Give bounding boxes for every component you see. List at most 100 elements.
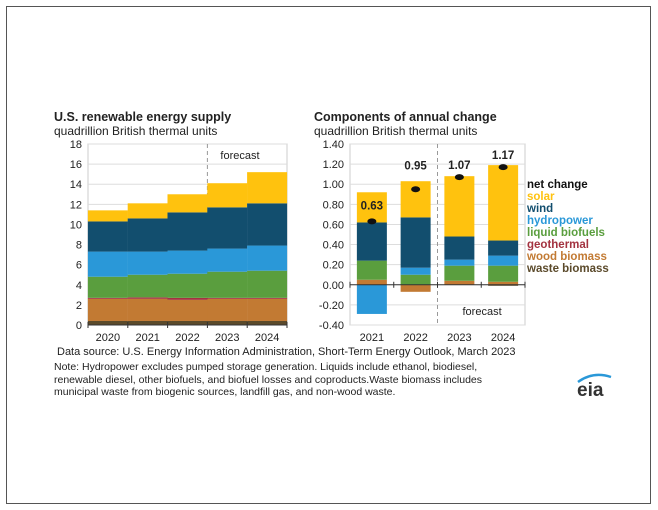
right-chart-subtitle: quadrillion British thermal units bbox=[314, 124, 478, 138]
bar-segment-solar bbox=[207, 183, 248, 208]
bar-segment-solar bbox=[356, 192, 387, 223]
net-change-label: 1.17 bbox=[492, 150, 514, 162]
bar-segment-wood-biomass bbox=[127, 298, 168, 321]
bar-segment-hydropower bbox=[444, 259, 475, 266]
legend-item-net-change: net change bbox=[527, 179, 588, 191]
net-change-label: 0.95 bbox=[404, 160, 427, 172]
x-tick-label: 2022 bbox=[175, 332, 199, 344]
bar-segment-geothermal bbox=[167, 297, 208, 300]
legend-item-wind: wind bbox=[526, 203, 553, 215]
bar-segment-hydropower bbox=[488, 255, 519, 266]
bar-segment-wind bbox=[247, 203, 288, 246]
bar-segment-wood-biomass bbox=[444, 280, 475, 285]
y-tick-label: 0.00 bbox=[323, 280, 344, 292]
bar-segment-wood-biomass bbox=[488, 281, 519, 285]
y-tick-label: 6 bbox=[76, 260, 82, 272]
bar-segment-wind bbox=[167, 212, 208, 251]
bar-segment-geothermal bbox=[87, 297, 128, 299]
y-tick-label: 0.20 bbox=[323, 260, 344, 272]
y-tick-label: 8 bbox=[76, 240, 82, 252]
bar-segment-liquid-biofuels bbox=[444, 265, 475, 281]
legend-item-liquid-biofuels: liquid biofuels bbox=[527, 227, 605, 239]
y-tick-label: -0.40 bbox=[319, 320, 344, 332]
bar-segment-wind bbox=[356, 222, 387, 261]
y-tick-label: 4 bbox=[76, 280, 82, 292]
y-tick-label: 1.20 bbox=[323, 159, 344, 171]
y-tick-label: 18 bbox=[70, 139, 82, 151]
net-change-marker bbox=[367, 218, 377, 225]
bar-segment-waste-biomass bbox=[167, 320, 208, 325]
bar-segment-hydropower bbox=[400, 267, 431, 275]
legend-item-hydropower: hydropower bbox=[527, 215, 593, 227]
bar-segment-wood-biomass bbox=[87, 298, 128, 321]
bar-segment-wind bbox=[127, 218, 168, 252]
bar-segment-solar bbox=[167, 194, 208, 213]
note-line: Note: Hydropower excludes pumped storage… bbox=[54, 361, 478, 373]
y-tick-label: 2 bbox=[76, 300, 82, 312]
y-tick-label: 0.60 bbox=[323, 219, 344, 231]
bar-segment-wood-biomass bbox=[400, 284, 431, 292]
y-tick-label: 16 bbox=[70, 159, 82, 171]
forecast-label: forecast bbox=[220, 150, 259, 162]
bar-segment-wood-biomass bbox=[356, 279, 387, 285]
net-change-marker bbox=[411, 186, 421, 193]
bar-segment-liquid-biofuels bbox=[247, 270, 288, 298]
bar-segment-hydropower bbox=[247, 245, 288, 271]
y-tick-label: 1.00 bbox=[323, 179, 344, 191]
bar-segment-waste-biomass bbox=[87, 320, 128, 325]
legend-item-solar: solar bbox=[527, 191, 555, 203]
bar-segment-solar bbox=[488, 165, 519, 241]
net-change-label: 0.63 bbox=[361, 200, 383, 212]
bar-segment-solar bbox=[127, 203, 168, 219]
eia-logo: eia bbox=[575, 373, 615, 404]
bar-segment-geothermal bbox=[127, 297, 168, 299]
bar-segment-hydropower bbox=[87, 251, 128, 277]
bar-segment-waste-biomass bbox=[247, 320, 288, 325]
x-tick-label: 2021 bbox=[135, 332, 159, 344]
bar-segment-wind bbox=[444, 236, 475, 260]
bar-segment-liquid-biofuels bbox=[356, 260, 387, 280]
bar-segment-liquid-biofuels bbox=[127, 274, 168, 298]
x-tick-label: 2023 bbox=[447, 332, 471, 344]
x-tick-label: 2024 bbox=[255, 332, 279, 344]
bar-segment-solar bbox=[444, 176, 475, 237]
bar-segment-wind bbox=[488, 240, 519, 256]
y-tick-label: 10 bbox=[70, 219, 82, 231]
data-source: Data source: U.S. Energy Information Adm… bbox=[57, 346, 516, 358]
legend-item-waste-biomass: waste biomass bbox=[526, 263, 609, 275]
x-tick-label: 2020 bbox=[96, 332, 120, 344]
y-tick-label: 0.80 bbox=[323, 199, 344, 211]
bar-segment-hydropower bbox=[127, 251, 168, 275]
right-chart-title: Components of annual change bbox=[314, 110, 497, 124]
bar-segment-waste-biomass bbox=[127, 320, 168, 325]
x-tick-label: 2021 bbox=[360, 332, 384, 344]
bar-segment-wind bbox=[87, 221, 128, 252]
bar-segment-hydropower bbox=[167, 250, 208, 274]
bar-segment-liquid-biofuels bbox=[400, 274, 431, 285]
bar-segment-hydropower bbox=[356, 284, 387, 314]
bar-segment-wind bbox=[400, 217, 431, 268]
legend-item-wood-biomass: wood biomass bbox=[526, 251, 607, 263]
bar-segment-wood-biomass bbox=[167, 299, 208, 321]
bar-segment-geothermal bbox=[247, 297, 288, 299]
bar-segment-liquid-biofuels bbox=[167, 273, 208, 298]
left-chart-title: U.S. renewable energy supply bbox=[54, 110, 232, 124]
y-tick-label: 12 bbox=[70, 199, 82, 211]
forecast-label: forecast bbox=[463, 306, 502, 318]
bar-segment-solar bbox=[247, 172, 288, 204]
x-tick-label: 2022 bbox=[403, 332, 427, 344]
x-tick-label: 2024 bbox=[491, 332, 515, 344]
net-change-marker bbox=[498, 164, 508, 171]
bar-segment-geothermal bbox=[207, 297, 248, 299]
y-tick-label: 0 bbox=[76, 320, 82, 332]
bar-segment-liquid-biofuels bbox=[87, 276, 128, 298]
figure-frame bbox=[6, 6, 651, 504]
svg-text:eia: eia bbox=[577, 380, 604, 399]
bar-segment-solar bbox=[87, 210, 128, 222]
bar-segment-wood-biomass bbox=[207, 298, 248, 321]
net-change-marker bbox=[454, 174, 464, 181]
bar-segment-wood-biomass bbox=[247, 298, 288, 321]
bar-segment-hydropower bbox=[207, 248, 248, 272]
y-tick-label: -0.20 bbox=[319, 300, 344, 312]
